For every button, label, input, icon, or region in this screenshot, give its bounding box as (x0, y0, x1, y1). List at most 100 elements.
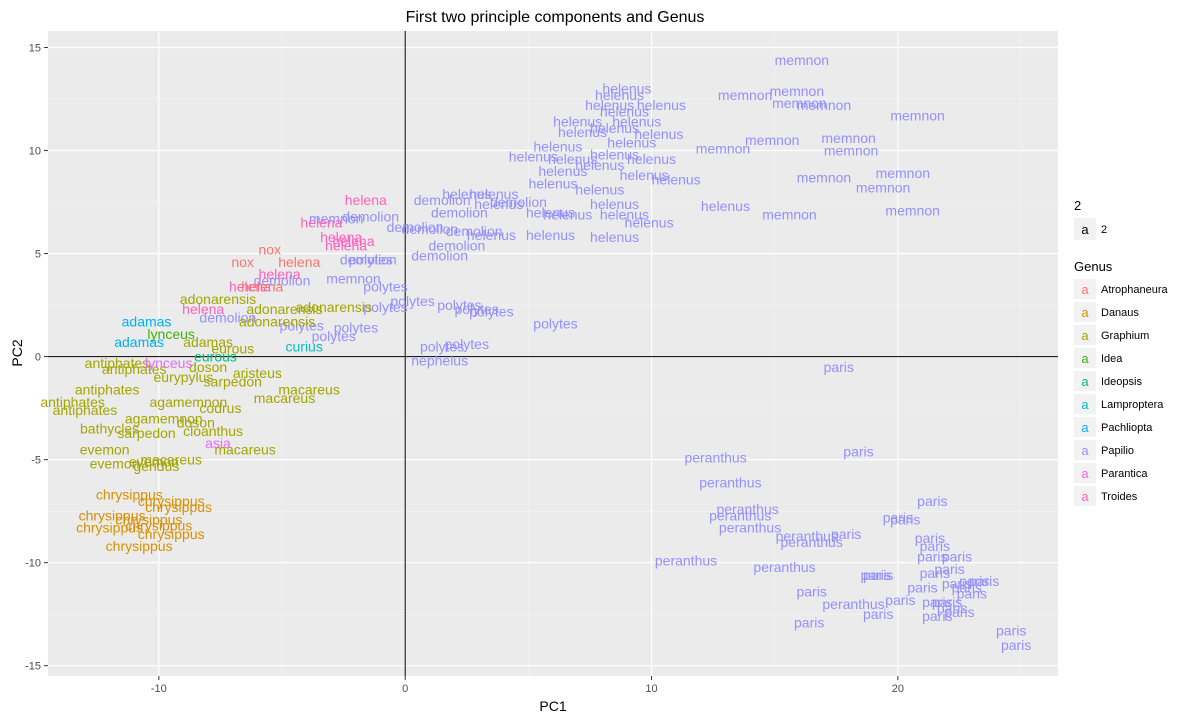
point-label: paris (952, 579, 982, 595)
point-label: demolion (254, 272, 311, 288)
y-tick-label: -10 (25, 558, 41, 570)
point-label: paris (831, 526, 861, 542)
legend-key (1074, 325, 1096, 345)
point-label: polytes (420, 338, 464, 354)
point-label: chrysippus (116, 511, 183, 527)
point-label: helenus (701, 198, 750, 214)
point-label: helenus (558, 124, 607, 140)
point-label: polytes (454, 301, 498, 317)
point-label: chrysippus (145, 499, 212, 515)
point-label: demolion (387, 219, 444, 235)
point-label: memnon (772, 95, 826, 111)
point-label: paris (843, 443, 873, 459)
point-label: evemon (90, 456, 140, 472)
point-label: helenus (590, 120, 639, 136)
point-label: helenus (543, 206, 592, 222)
legend-key (1074, 394, 1096, 414)
size-legend-title: 2 (1074, 198, 1081, 213)
point-label: curius (286, 338, 323, 354)
point-label: eurypylus (154, 369, 214, 385)
legend-entry-label: Papilio (1101, 445, 1134, 457)
point-label: bathycles (80, 421, 139, 437)
grid-minor (48, 31, 1058, 676)
point-label: paris (969, 573, 999, 589)
legend-key (1074, 417, 1096, 437)
point-label: demolion (490, 194, 547, 210)
point-label: peranthus (655, 553, 717, 569)
point-label: paris (861, 567, 891, 583)
point-label: paris (824, 359, 854, 375)
point-label: polytes (445, 336, 489, 352)
legend-entry-label: Troides (1101, 491, 1138, 503)
plot-panel (48, 31, 1058, 676)
point-label: adonarensis (246, 301, 322, 317)
point-label: peranthus (781, 534, 843, 550)
x-tick-label: 10 (645, 683, 657, 695)
point-label: memnon (309, 211, 363, 227)
size-legend-label: 2 (1101, 224, 1107, 236)
point-label: aristeus (233, 365, 282, 381)
point-label: helena (332, 233, 374, 249)
legend-key (1074, 302, 1096, 322)
point-label: helenus (627, 151, 676, 167)
point-label: memnon (696, 140, 750, 156)
point-label: paris (794, 614, 824, 630)
point-label: paris (942, 548, 972, 564)
point-label: helenus (652, 171, 701, 187)
point-label: helenus (553, 114, 602, 130)
point-label: polytes (312, 328, 356, 344)
point-label: paris (920, 565, 950, 581)
legend-key (1074, 463, 1096, 483)
reference-lines (48, 31, 1058, 676)
point-label: helenus (600, 206, 649, 222)
point-label: adamas (114, 334, 164, 350)
point-label: paris (863, 567, 893, 583)
point-label: evemon (129, 454, 179, 470)
point-label: paris (937, 600, 967, 616)
point-label: helenus (590, 147, 639, 163)
y-tick-label: 5 (35, 249, 41, 261)
point-label: peranthus (719, 520, 781, 536)
point-label: helenus (620, 167, 669, 183)
point-label: memnon (821, 130, 875, 146)
legend-entry-label: Parantica (1101, 468, 1148, 480)
point-label: nox (258, 241, 281, 257)
point-label: helenus (533, 138, 582, 154)
legend-entry-label: Danaus (1101, 307, 1139, 319)
point-label: memnon (797, 97, 851, 113)
point-label: antiphates (40, 394, 105, 410)
point-label: helenus (585, 97, 634, 113)
point-label: doson (189, 359, 227, 375)
point-label: lynceus (145, 355, 192, 371)
legend-key-glyph: a (1081, 305, 1089, 320)
legend-entry-label: Pachliopta (1101, 422, 1153, 434)
legend-key (1074, 486, 1096, 506)
point-label: demolion (431, 204, 488, 220)
point-label: eurous (211, 340, 254, 356)
point-label: helena (320, 229, 362, 245)
point-label: helenus (509, 149, 558, 165)
point-label: helenus (634, 126, 683, 142)
point-label: memnon (718, 87, 772, 103)
point-label: paris (907, 579, 937, 595)
legend-key-glyph: a (1081, 443, 1089, 458)
point-label: paris (932, 594, 962, 610)
point-label: agamemnon (125, 410, 203, 426)
point-label: evemon (80, 441, 130, 457)
point-label: demolion (414, 192, 471, 208)
chart-title: First two principle components and Genus (406, 9, 705, 26)
point-label: paris (917, 493, 947, 509)
point-label: memnon (770, 83, 824, 99)
point-label: memnon (326, 270, 380, 286)
point-label: demolion (411, 248, 468, 264)
point-label: paris (796, 584, 826, 600)
point-label: helena (229, 279, 271, 295)
point-label: antiphates (102, 361, 167, 377)
point-label: helenus (526, 227, 575, 243)
point-label: lynceus (147, 326, 194, 342)
point-label: paris (922, 608, 952, 624)
point-label: helenus (625, 215, 674, 231)
point-label: paris (1001, 637, 1031, 653)
